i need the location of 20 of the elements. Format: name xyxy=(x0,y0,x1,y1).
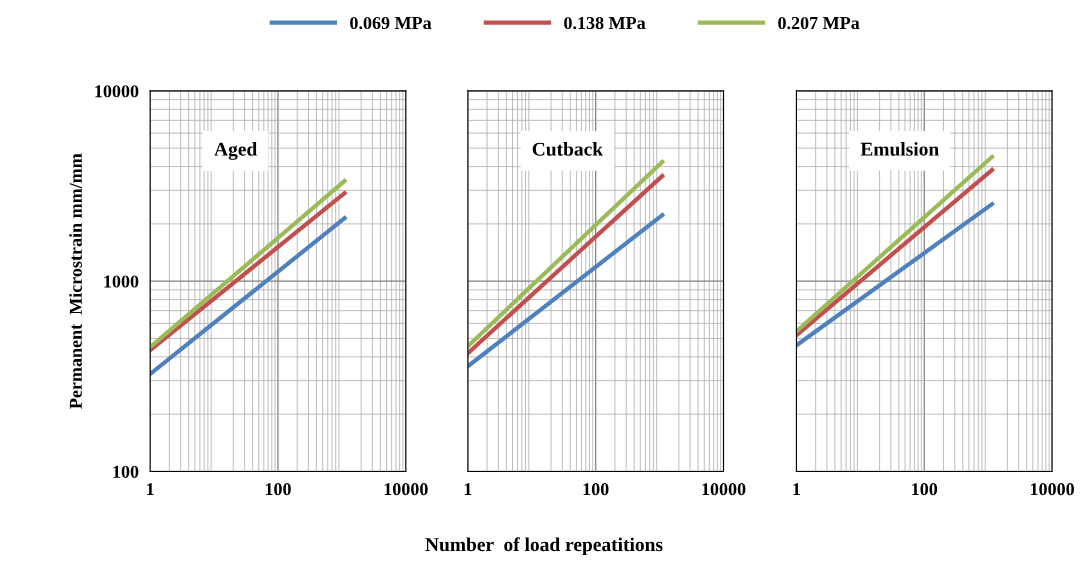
x-axis-title: Number of load repeatitions xyxy=(425,537,663,556)
x-tick-label: 1 xyxy=(793,483,800,496)
text: Aged xyxy=(214,142,258,160)
legend-label: 0.207 MPa xyxy=(778,16,860,30)
x-tick-label: 100 xyxy=(265,483,291,496)
y-tick-label: 100 xyxy=(113,465,139,478)
x-tick-label: 100 xyxy=(912,483,938,496)
x-tick-label: 10000 xyxy=(702,483,746,496)
legend-label: 0.069 MPa xyxy=(350,16,432,30)
x-tick-label: 100 xyxy=(583,483,609,496)
x-tick-label: 10000 xyxy=(384,483,428,496)
text: Emulsion xyxy=(860,142,939,156)
x-tick-label: 1 xyxy=(464,483,472,496)
x-tick-label: 10000 xyxy=(1030,483,1074,496)
text: Cutback xyxy=(532,142,604,156)
y-tick-label: 1000 xyxy=(104,275,139,288)
y-tick-label: 10000 xyxy=(95,85,139,98)
y-axis-title: Permanent Microstrain mm/mm xyxy=(69,153,82,409)
legend-label: 0.138 MPa xyxy=(564,16,646,30)
x-tick-label: 1 xyxy=(147,483,154,496)
